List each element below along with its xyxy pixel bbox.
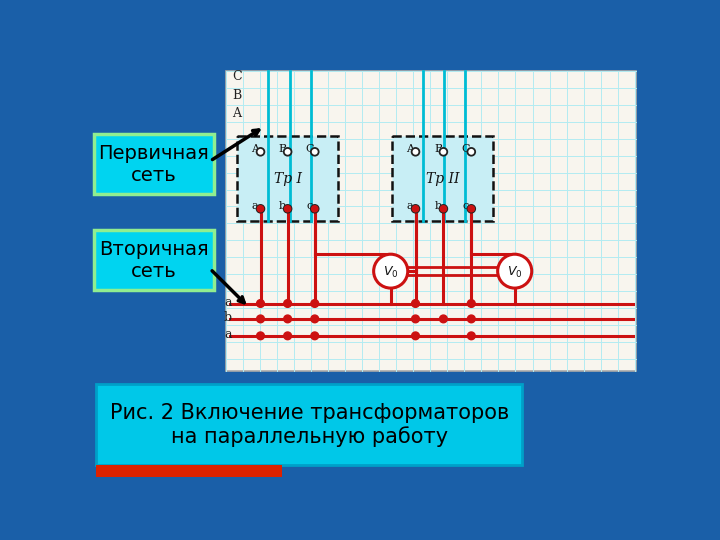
Circle shape: [256, 205, 264, 213]
Circle shape: [467, 315, 475, 323]
Circle shape: [467, 205, 475, 213]
Circle shape: [256, 300, 264, 307]
Circle shape: [498, 254, 532, 288]
Circle shape: [374, 254, 408, 288]
Circle shape: [311, 148, 319, 156]
Text: B: B: [232, 89, 241, 102]
Circle shape: [412, 148, 419, 156]
Text: b: b: [434, 201, 441, 211]
Circle shape: [311, 332, 319, 340]
Circle shape: [441, 206, 446, 212]
Text: Первичная
сеть: Первичная сеть: [99, 144, 210, 185]
Circle shape: [284, 206, 291, 212]
Bar: [96, 465, 282, 477]
Circle shape: [256, 148, 264, 156]
Circle shape: [258, 206, 264, 212]
Circle shape: [467, 300, 475, 307]
Text: $V_0$: $V_0$: [507, 265, 523, 280]
Circle shape: [439, 205, 447, 213]
Circle shape: [284, 148, 292, 156]
Text: b: b: [224, 311, 232, 324]
Text: Рис. 2 Включение трансформаторов
на параллельную работу: Рис. 2 Включение трансформаторов на пара…: [109, 403, 509, 447]
Circle shape: [413, 206, 418, 212]
Bar: [392, 137, 493, 221]
Circle shape: [311, 205, 319, 213]
Text: A: A: [406, 144, 414, 154]
Circle shape: [284, 205, 292, 213]
Bar: [225, 71, 636, 372]
Text: Тр I: Тр I: [274, 172, 302, 186]
Circle shape: [284, 315, 292, 323]
Text: Вторичная
сеть: Вторичная сеть: [99, 240, 209, 281]
Circle shape: [284, 300, 292, 307]
Text: a: a: [225, 296, 232, 309]
Circle shape: [412, 300, 419, 307]
Bar: [94, 231, 214, 291]
Text: C: C: [305, 144, 314, 154]
Circle shape: [256, 315, 264, 323]
Text: B: B: [278, 144, 287, 154]
Text: B: B: [434, 144, 442, 154]
Bar: [96, 384, 523, 465]
Circle shape: [284, 332, 292, 340]
Text: A: A: [232, 107, 240, 120]
Circle shape: [311, 315, 319, 323]
Circle shape: [311, 300, 319, 307]
Text: a: a: [225, 328, 232, 341]
Circle shape: [439, 315, 447, 323]
Text: a: a: [407, 201, 413, 211]
Circle shape: [467, 148, 475, 156]
Text: c: c: [306, 201, 312, 211]
Circle shape: [256, 332, 264, 340]
Text: c: c: [463, 201, 469, 211]
Circle shape: [412, 205, 419, 213]
Circle shape: [412, 315, 419, 323]
Circle shape: [439, 148, 447, 156]
Bar: [94, 134, 214, 194]
Circle shape: [412, 332, 419, 340]
Text: b: b: [279, 201, 286, 211]
Circle shape: [468, 206, 474, 212]
Circle shape: [312, 206, 318, 212]
Text: a: a: [252, 201, 258, 211]
Text: C: C: [462, 144, 470, 154]
Text: Тр II: Тр II: [426, 172, 459, 186]
Text: C: C: [232, 70, 241, 83]
Text: $V_0$: $V_0$: [383, 265, 398, 280]
Text: A: A: [251, 144, 259, 154]
Circle shape: [467, 332, 475, 340]
Bar: [238, 137, 338, 221]
